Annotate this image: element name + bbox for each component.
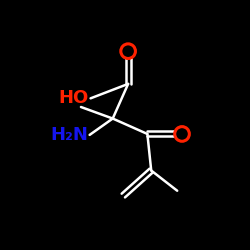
Text: HO: HO bbox=[58, 89, 89, 107]
Text: H₂N: H₂N bbox=[51, 126, 89, 144]
Circle shape bbox=[176, 128, 188, 140]
Circle shape bbox=[122, 45, 134, 58]
